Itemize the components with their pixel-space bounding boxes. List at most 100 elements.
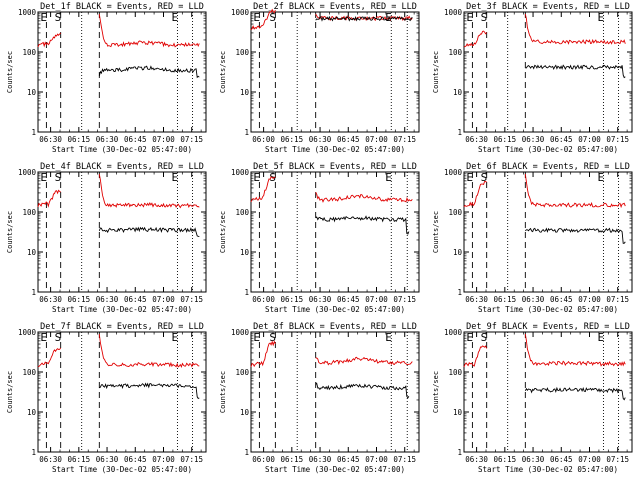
chart-title: Det_5f BLACK = Events, RED = LLD <box>253 162 417 172</box>
x-tick-label: 06:30 <box>39 135 62 144</box>
y-tick-label: 1000 <box>231 168 250 177</box>
lld-series-line <box>463 30 488 48</box>
lld-series-line <box>37 32 62 48</box>
event-marker-label: E <box>253 171 260 184</box>
x-tick-label: 06:15 <box>494 455 517 464</box>
lld-series-line <box>37 347 62 368</box>
y-tick-label: 1 <box>457 448 462 457</box>
y-tick-label: 100 <box>448 208 462 217</box>
plot-frame <box>463 331 633 453</box>
y-tick-label: 10 <box>240 248 250 257</box>
y-tick-label: 1 <box>457 288 462 297</box>
x-tick-label: 07:15 <box>393 135 416 144</box>
x-tick-label: 07:00 <box>365 135 388 144</box>
chart-title: Det_7f BLACK = Events, RED = LLD <box>40 322 204 332</box>
chart-title: Det_4f BLACK = Events, RED = LLD <box>40 162 204 172</box>
detector-panel-9: Det_9f BLACK = Events, RED = LLD 1 10 100 10… <box>432 322 633 474</box>
y-axis-label: Counts/sec <box>219 211 227 253</box>
event-marker-label: S <box>481 331 488 344</box>
events-series-line <box>524 386 626 401</box>
event-marker-label: E <box>597 171 604 184</box>
x-tick-label: 06:15 <box>68 455 91 464</box>
y-tick-label: 100 <box>448 368 462 377</box>
x-axis-label: Start Time (30-Dec-02 05:47:00) <box>478 465 618 474</box>
chart-title: Det_2f BLACK = Events, RED = LLD <box>253 2 417 12</box>
x-tick-label: 06:30 <box>522 135 545 144</box>
plot-frame <box>250 11 420 133</box>
detector-panel-4: Det_4f BLACK = Events, RED = LLD 1 10 100 10… <box>6 162 207 314</box>
event-marker-label: E <box>597 331 604 344</box>
lld-series-line <box>463 345 488 368</box>
y-axis-label: Counts/sec <box>219 51 227 93</box>
lld-series-line <box>524 333 626 367</box>
event-marker-label: E <box>253 331 260 344</box>
events-series-line <box>98 226 200 237</box>
y-tick-label: 100 <box>235 208 249 217</box>
event-marker-label: E <box>171 11 178 24</box>
y-axis-label: Counts/sec <box>432 371 440 413</box>
x-tick-label: 07:00 <box>365 295 388 304</box>
plot-frame <box>37 11 207 133</box>
x-tick-label: 06:30 <box>522 455 545 464</box>
x-tick-label: 06:45 <box>124 455 147 464</box>
y-tick-label: 1 <box>244 448 249 457</box>
event-marker-label: E <box>171 171 178 184</box>
x-tick-label: 06:00 <box>252 455 275 464</box>
y-tick-label: 1000 <box>18 328 37 337</box>
y-axis-label: Counts/sec <box>6 51 14 93</box>
x-tick-label: 06:00 <box>252 135 275 144</box>
y-tick-label: 1000 <box>231 8 250 17</box>
plot-frame <box>250 331 420 453</box>
x-tick-label: 07:15 <box>606 135 629 144</box>
y-tick-label: 100 <box>235 48 249 57</box>
event-marker-label: E <box>597 11 604 24</box>
events-series-line <box>524 227 626 244</box>
x-tick-label: 07:15 <box>180 295 203 304</box>
x-axis-label: Start Time (30-Dec-02 05:47:00) <box>265 465 405 474</box>
event-marker-label: E <box>253 11 260 24</box>
lld-series-line <box>98 333 200 368</box>
x-tick-label: 06:30 <box>522 295 545 304</box>
event-marker-label: E <box>40 11 47 24</box>
x-tick-label: 07:00 <box>578 295 601 304</box>
y-tick-label: 10 <box>453 88 463 97</box>
chart-title: Det_6f BLACK = Events, RED = LLD <box>466 162 630 172</box>
x-tick-label: 06:15 <box>281 455 304 464</box>
events-series-line <box>99 382 200 399</box>
event-marker-label: E <box>40 171 47 184</box>
chart-title: Det_8f BLACK = Events, RED = LLD <box>253 322 417 332</box>
chart-title: Det_3f BLACK = Events, RED = LLD <box>466 2 630 12</box>
event-marker-label: E <box>40 331 47 344</box>
lld-series-line <box>315 356 413 366</box>
x-tick-label: 06:45 <box>124 295 147 304</box>
x-tick-label: 06:45 <box>337 455 360 464</box>
detector-panel-5: Det_5f BLACK = Events, RED = LLD 1 10 100 10… <box>219 162 420 314</box>
y-tick-label: 100 <box>448 48 462 57</box>
x-tick-label: 07:00 <box>152 295 175 304</box>
x-tick-label: 06:45 <box>337 295 360 304</box>
detector-panel-7: Det_7f BLACK = Events, RED = LLD 1 10 100 10… <box>6 322 207 474</box>
x-tick-label: 07:00 <box>152 455 175 464</box>
chart-title: Det_9f BLACK = Events, RED = LLD <box>466 322 630 332</box>
y-axis-label: Counts/sec <box>6 371 14 413</box>
x-tick-label: 07:00 <box>152 135 175 144</box>
y-axis-label: Counts/sec <box>432 211 440 253</box>
lld-series-line <box>315 191 413 203</box>
x-tick-label: 06:30 <box>465 455 488 464</box>
y-tick-label: 100 <box>22 48 36 57</box>
x-tick-label: 07:15 <box>180 455 203 464</box>
events-series-line <box>315 382 410 399</box>
x-axis-label: Start Time (30-Dec-02 05:47:00) <box>52 465 192 474</box>
event-marker-label: E <box>385 331 392 344</box>
x-tick-label: 07:15 <box>606 295 629 304</box>
event-marker-label: E <box>466 171 473 184</box>
y-axis-label: Counts/sec <box>6 211 14 253</box>
plot-frame <box>463 171 633 293</box>
x-tick-label: 06:30 <box>465 135 488 144</box>
x-tick-label: 06:30 <box>309 295 332 304</box>
y-axis-label: Counts/sec <box>219 371 227 413</box>
y-tick-label: 1 <box>31 288 36 297</box>
y-tick-label: 1000 <box>444 8 463 17</box>
event-marker-label: S <box>55 11 62 24</box>
